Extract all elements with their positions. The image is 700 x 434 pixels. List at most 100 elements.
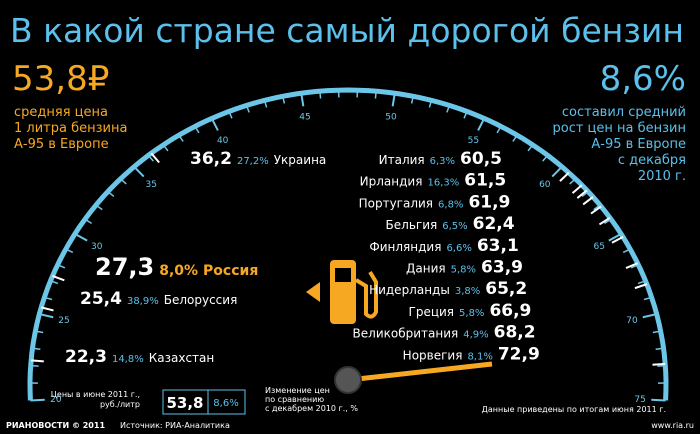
left-stat-line: А-95 в Европе bbox=[14, 137, 109, 152]
price-label: 60,5 bbox=[460, 149, 502, 169]
legend-caption: руб./литр bbox=[100, 400, 140, 409]
change-label: 4,9% bbox=[463, 330, 488, 341]
country-label: Греция 5,8% 66,9 bbox=[409, 301, 532, 321]
minor-tick bbox=[463, 111, 468, 119]
footer-source: Источник: РИА-Аналитика bbox=[120, 421, 230, 430]
minor-tick bbox=[44, 296, 53, 301]
minor-tick bbox=[245, 105, 250, 113]
country-label: Ирландия 16,3% 61,5 bbox=[360, 171, 507, 191]
minor-tick bbox=[542, 154, 549, 162]
major-tick bbox=[608, 232, 622, 242]
minor-tick bbox=[428, 100, 433, 108]
legend-caption: с декабрем 2010 г., % bbox=[265, 404, 358, 413]
change-label: 6,5% bbox=[442, 221, 467, 232]
title: В какой стране самый дорогой бензин bbox=[10, 11, 684, 50]
minor-tick bbox=[162, 144, 169, 152]
major-tick bbox=[133, 166, 145, 178]
tick-label: 25 bbox=[58, 316, 69, 326]
change-label: 6,8% bbox=[438, 199, 463, 210]
country-name: Норвегия bbox=[403, 348, 463, 362]
country-name: Казахстан bbox=[149, 351, 215, 365]
tick-label: 55 bbox=[468, 136, 479, 146]
tick-label: 40 bbox=[217, 136, 229, 146]
needle bbox=[347, 361, 493, 383]
legend-price: 53,8 bbox=[166, 394, 203, 412]
legend: Цены в июне 2011 г., руб./литр 53,8 8,6%… bbox=[51, 386, 358, 415]
footer-note: Данные приведены по итогам июня 2011 г. bbox=[482, 405, 666, 414]
country-name: Дания bbox=[406, 262, 446, 276]
minor-tick bbox=[527, 144, 534, 152]
country-label: Бельгия 6,5% 62,4 bbox=[386, 214, 515, 234]
minor-tick bbox=[65, 248, 74, 254]
price-label: 61,9 bbox=[468, 192, 510, 212]
right-stat-line: составил средний bbox=[562, 105, 686, 120]
minor-tick bbox=[630, 264, 639, 269]
minor-tick bbox=[178, 134, 184, 142]
country-name: Греция bbox=[409, 305, 455, 319]
price-label: 63,9 bbox=[481, 258, 523, 278]
country-name: Италия bbox=[379, 153, 425, 167]
country-name: Бельгия bbox=[386, 218, 438, 232]
country-name: Великобритания bbox=[353, 327, 459, 341]
footer-brand: РИАНОВОСТИ © 2011 bbox=[6, 421, 105, 430]
minor-tick bbox=[194, 125, 200, 134]
price-mark bbox=[571, 184, 583, 194]
change-label: 5,8% bbox=[459, 308, 484, 319]
minor-tick bbox=[569, 178, 576, 185]
minor-tick bbox=[655, 347, 664, 350]
price-label: 22,3 bbox=[65, 347, 107, 367]
price-mark bbox=[150, 152, 160, 164]
major-tick bbox=[477, 117, 486, 131]
price-mark bbox=[598, 216, 611, 226]
tick-label: 45 bbox=[299, 113, 310, 123]
price-mark bbox=[582, 196, 594, 206]
right-stat-line: А-95 в Европе bbox=[591, 137, 686, 152]
minor-tick bbox=[50, 280, 59, 285]
change-label: 27,2% bbox=[237, 156, 269, 167]
minor-tick bbox=[57, 264, 66, 269]
right-stat-line: 2010 г. bbox=[638, 169, 686, 184]
change-label: 8,0% bbox=[159, 263, 198, 279]
tick-label: 30 bbox=[91, 242, 103, 252]
price-label: 72,9 bbox=[498, 344, 540, 364]
minor-tick bbox=[374, 91, 377, 99]
gauge-arc bbox=[27, 87, 669, 401]
country-label: Италия 6,3% 60,5 bbox=[379, 149, 502, 169]
price-mark bbox=[590, 205, 602, 215]
country-label: Финляндия 6,6% 63,1 bbox=[369, 236, 518, 256]
minor-tick bbox=[120, 178, 127, 185]
legend-box bbox=[162, 389, 246, 415]
price-label: 27,3 bbox=[95, 253, 154, 281]
tick-label: 35 bbox=[145, 180, 156, 190]
price-label: 36,2 bbox=[190, 149, 232, 169]
minor-tick bbox=[147, 154, 154, 162]
left-stat: 53,8₽ bbox=[12, 59, 109, 99]
minor-tick bbox=[496, 125, 502, 134]
country-label: 36,2 27,2% Украина bbox=[190, 149, 326, 169]
change-label: 6,6% bbox=[446, 243, 471, 254]
country-name: Ирландия bbox=[360, 175, 423, 189]
price-mark bbox=[559, 171, 570, 182]
tick-label: 65 bbox=[594, 242, 605, 252]
price-label: 25,4 bbox=[80, 289, 122, 309]
minor-tick bbox=[410, 96, 414, 104]
price-label: 68,2 bbox=[494, 323, 536, 343]
gauge: 20 25 30 35 40 45 50 55 60 65 70 75 36,2 27,2% Украина… bbox=[27, 87, 669, 405]
country-label: 27,3 8,0% Россия bbox=[95, 253, 258, 281]
major-tick bbox=[551, 166, 563, 178]
tick-label: 50 bbox=[385, 113, 397, 123]
country-name: Финляндия bbox=[369, 240, 441, 254]
price-mark bbox=[52, 275, 65, 282]
minor-tick bbox=[228, 111, 233, 119]
country-name: Нидерланды bbox=[369, 283, 450, 297]
legend-caption: по сравнению bbox=[265, 395, 324, 404]
minor-tick bbox=[282, 96, 286, 104]
minor-tick bbox=[446, 105, 451, 113]
price-mark bbox=[31, 359, 44, 363]
change-label: 14,8% bbox=[112, 354, 144, 365]
minor-tick bbox=[622, 248, 631, 254]
minor-tick bbox=[637, 280, 646, 285]
country-label: Великобритания 4,9% 68,2 bbox=[353, 323, 536, 343]
price-label: 61,5 bbox=[464, 171, 506, 191]
